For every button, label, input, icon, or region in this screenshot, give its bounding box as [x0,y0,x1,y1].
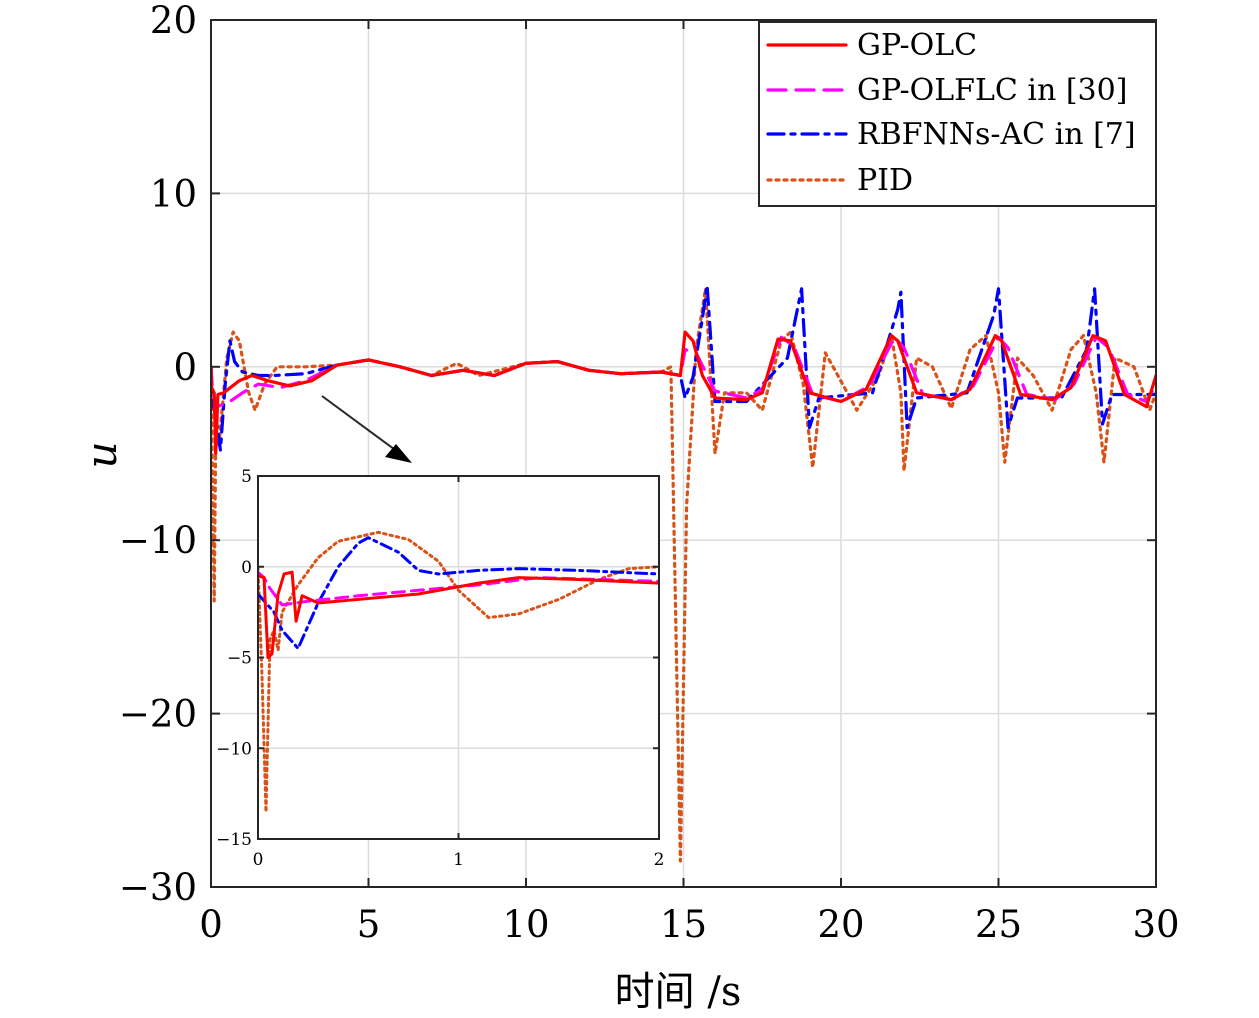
x-tick-label: 5 [357,903,381,946]
x-axis-label: 时间 /s [615,969,742,1015]
y-tick-label: 0 [173,346,197,389]
x-tick-label: 1 [453,850,464,870]
legend: GP-OLC GP-OLFLC in [30] RBFNNs-AC in [7] PI… [758,21,1157,207]
y-tick-label: −10 [216,739,252,759]
inset-grid [258,476,659,839]
y-axis-label: u [77,441,126,468]
x-tick-label: 10 [502,903,549,946]
inset-series [258,530,659,814]
inset-ticks [257,475,660,840]
y-tick-label: 5 [241,467,252,487]
legend-label-3: PID [857,163,913,198]
x-tick-label: 30 [1132,903,1179,946]
inset-tick-labels: 0 1 2 5 0 −5 −10 −15 [216,467,664,870]
y-tick-label: −10 [119,519,197,562]
y-tick-label: 10 [150,172,197,215]
series-line-2 [211,283,1156,452]
series-line-3 [258,530,659,814]
x-tick-label: 0 [253,850,264,870]
series-line-1 [258,570,659,607]
x-tick-label: 25 [975,903,1022,946]
main-series [211,283,1156,863]
y-tick-label: 20 [150,0,197,42]
x-tick-label: 20 [817,903,864,946]
legend-label-0: GP-OLC [857,28,977,63]
y-tick-label: −30 [119,866,197,909]
legend-box [758,21,1157,207]
x-tick-label: 15 [660,903,707,946]
x-tick-label: 0 [199,903,223,946]
x-tick-label: 2 [654,850,665,870]
zoom-arrow [321,395,412,463]
series-line-1 [211,335,1156,409]
inset-zoom-plot: 0 1 2 5 0 −5 −10 −15 [216,467,664,870]
legend-label-2: RBFNNs-AC in [7] [857,117,1136,152]
y-tick-label: −5 [227,649,252,669]
series-line-2 [258,536,659,650]
y-tick-label: −20 [119,693,197,736]
series-line-0 [211,330,1156,456]
series-line-0 [258,570,659,659]
y-tick-label: −15 [216,830,252,850]
y-tick-label: 0 [241,558,252,578]
legend-label-1: GP-OLFLC in [30] [857,73,1127,108]
